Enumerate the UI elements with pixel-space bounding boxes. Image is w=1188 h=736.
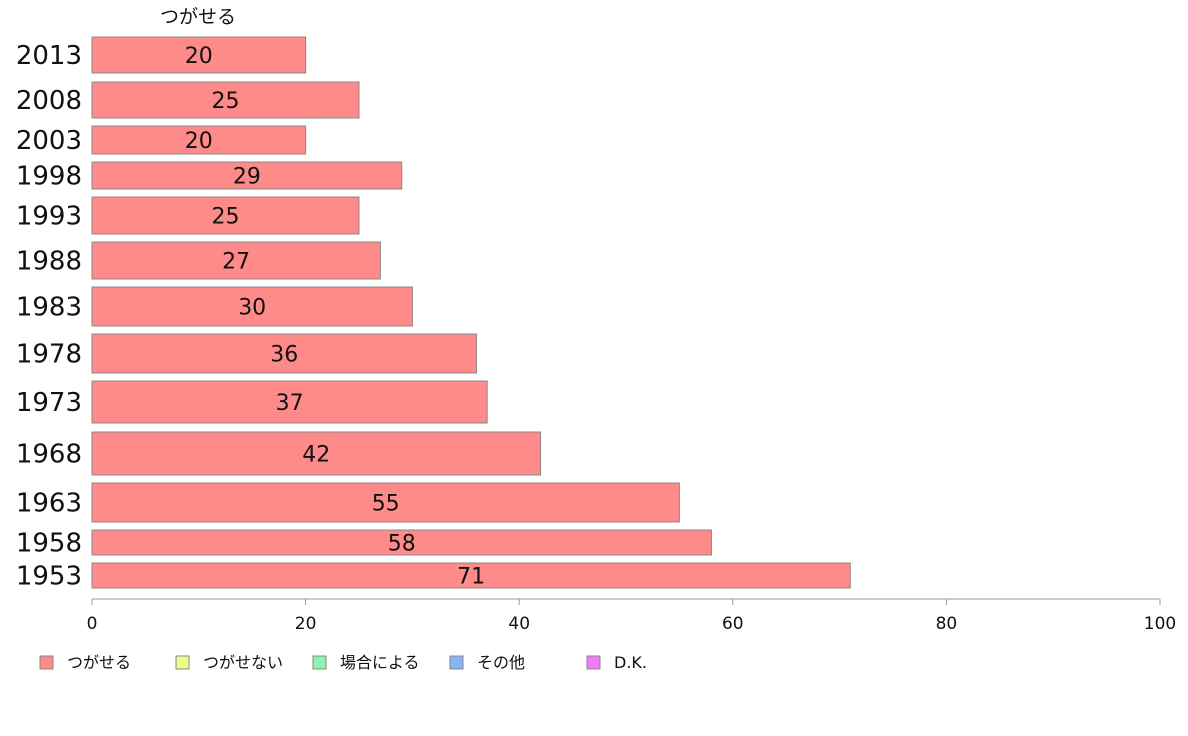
category-label: 1998 bbox=[16, 162, 82, 192]
category-label: 2003 bbox=[16, 126, 82, 156]
data-label: 36 bbox=[270, 343, 298, 368]
bar bbox=[91, 241, 381, 280]
data-label: 20 bbox=[185, 129, 213, 154]
data-label: 29 bbox=[233, 165, 261, 190]
data-label: 25 bbox=[212, 89, 240, 114]
bar bbox=[91, 482, 680, 523]
legend-label: つがせる bbox=[67, 653, 131, 672]
category-label: 1978 bbox=[16, 340, 82, 370]
bar bbox=[91, 161, 403, 190]
legend-label: 場合による bbox=[340, 653, 420, 672]
category-label: 2013 bbox=[16, 41, 82, 71]
x-tick-label: 0 bbox=[87, 614, 98, 634]
data-label: 25 bbox=[212, 205, 240, 230]
category-label: 1988 bbox=[16, 247, 82, 277]
data-label: 20 bbox=[185, 44, 213, 69]
legend-label: その他 bbox=[477, 653, 525, 672]
column-title: つがせる bbox=[160, 6, 236, 28]
data-label: 27 bbox=[222, 250, 250, 275]
data-label: 42 bbox=[302, 443, 330, 468]
category-label: 1963 bbox=[16, 489, 82, 519]
bar bbox=[91, 196, 360, 235]
category-label: 1958 bbox=[16, 529, 82, 559]
legend: つがせる つがせない 場合による その他 D.K. bbox=[39, 653, 647, 672]
data-label: 37 bbox=[276, 391, 304, 416]
bar bbox=[91, 125, 307, 155]
category-label: 1993 bbox=[16, 202, 82, 232]
data-label: 58 bbox=[388, 532, 416, 557]
bar bbox=[91, 81, 360, 119]
legend-swatch bbox=[312, 655, 327, 670]
x-tick-label: 40 bbox=[508, 614, 530, 634]
x-tick-label: 20 bbox=[295, 614, 317, 634]
category-label: 2008 bbox=[16, 86, 82, 116]
category-label: 1973 bbox=[16, 388, 82, 418]
bar bbox=[91, 529, 712, 556]
legend-swatch bbox=[449, 655, 464, 670]
legend-swatch bbox=[586, 655, 601, 670]
category-label: 1968 bbox=[16, 440, 82, 470]
data-label: 55 bbox=[372, 492, 400, 517]
bar bbox=[91, 333, 477, 374]
bar bbox=[91, 380, 488, 424]
legend-swatch bbox=[175, 655, 190, 670]
bar bbox=[91, 562, 851, 589]
bars-group: 2013 20 2008 25 2003 20 1998 29 1993 25 1988 27 1983… bbox=[16, 36, 851, 592]
legend-label: D.K. bbox=[614, 653, 647, 672]
category-label: 1983 bbox=[16, 293, 82, 323]
bar bbox=[91, 431, 542, 476]
bar bbox=[91, 36, 307, 74]
legend-swatch bbox=[39, 655, 54, 670]
bar bbox=[91, 286, 413, 327]
x-tick-label: 80 bbox=[936, 614, 958, 634]
x-tick-label: 100 bbox=[1144, 614, 1176, 634]
legend-label: つがせない bbox=[203, 653, 283, 672]
data-label: 30 bbox=[238, 296, 266, 321]
data-label: 71 bbox=[457, 565, 485, 590]
x-tick-label: 60 bbox=[722, 614, 744, 634]
x-axis: 0 20 40 60 80 100 bbox=[87, 598, 1176, 634]
category-label: 1953 bbox=[16, 562, 82, 592]
